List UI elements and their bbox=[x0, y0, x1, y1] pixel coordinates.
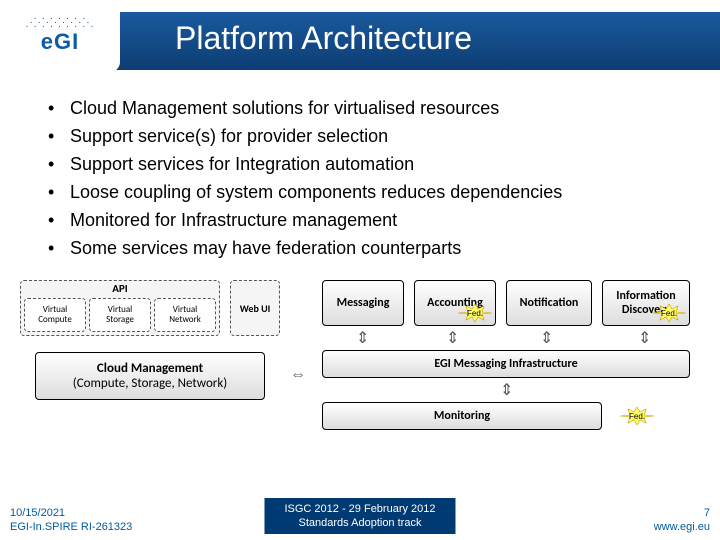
footer: 10/15/2021 EGI-In.SPIRE RI-261323 ISGC 2… bbox=[0, 490, 720, 540]
bullet-item: Monitored for Infrastructure management bbox=[44, 206, 684, 234]
cloud-management-box: Cloud Management (Compute, Storage, Netw… bbox=[35, 352, 265, 400]
architecture-diagram: API VirtualCompute VirtualStorage Virtua… bbox=[20, 280, 700, 470]
double-arrow-icon: ⇕ bbox=[356, 328, 369, 348]
web-ui-box: Web UI bbox=[230, 280, 280, 336]
double-arrow-icon: ⇕ bbox=[540, 328, 553, 348]
bullet-item: Cloud Management solutions for virtualis… bbox=[44, 94, 684, 122]
footer-center: ISGC 2012 - 29 February 2012 Standards A… bbox=[264, 498, 455, 534]
fed-badge-monitoring: Fed. bbox=[620, 407, 654, 425]
logo-text: eGI bbox=[41, 29, 79, 55]
page-title: Platform Architecture bbox=[175, 20, 472, 57]
double-arrow-icon: ⇕ bbox=[446, 328, 459, 348]
bullet-item: Support service(s) for provider selectio… bbox=[44, 122, 684, 150]
fed-badge-accounting: Fed. bbox=[458, 304, 492, 322]
bullet-item: Support services for Integration automat… bbox=[44, 150, 684, 178]
virtual-storage-box: VirtualStorage bbox=[89, 298, 151, 332]
double-arrow-icon: ⇕ bbox=[638, 328, 651, 348]
api-label: API bbox=[112, 282, 127, 295]
logo-dots-icon: · · · · · · ·· · · · · · · ·· · · · · · … bbox=[25, 17, 94, 29]
bullet-list: Cloud Management solutions for virtualis… bbox=[44, 94, 684, 262]
monitoring-box: Monitoring bbox=[322, 402, 602, 430]
notification-box: Notification bbox=[506, 280, 592, 326]
virtual-network-box: VirtualNetwork bbox=[154, 298, 216, 332]
fed-badge-infodiscovery: Fed. bbox=[652, 304, 686, 322]
double-arrow-icon: ⇔ bbox=[290, 366, 306, 384]
logo: · · · · · · ·· · · · · · · ·· · · · · · … bbox=[0, 0, 120, 72]
bullet-item: Some services may have federation counte… bbox=[44, 234, 684, 262]
messaging-box: Messaging bbox=[322, 280, 404, 326]
footer-right: 7 www.egi.eu bbox=[654, 506, 710, 534]
virtual-compute-box: VirtualCompute bbox=[24, 298, 86, 332]
bullet-item: Loose coupling of system components redu… bbox=[44, 178, 684, 206]
double-arrow-icon: ⇕ bbox=[500, 380, 513, 400]
egi-messaging-box: EGI Messaging Infrastructure bbox=[322, 350, 690, 378]
footer-left: 10/15/2021 EGI-In.SPIRE RI-261323 bbox=[10, 506, 132, 534]
